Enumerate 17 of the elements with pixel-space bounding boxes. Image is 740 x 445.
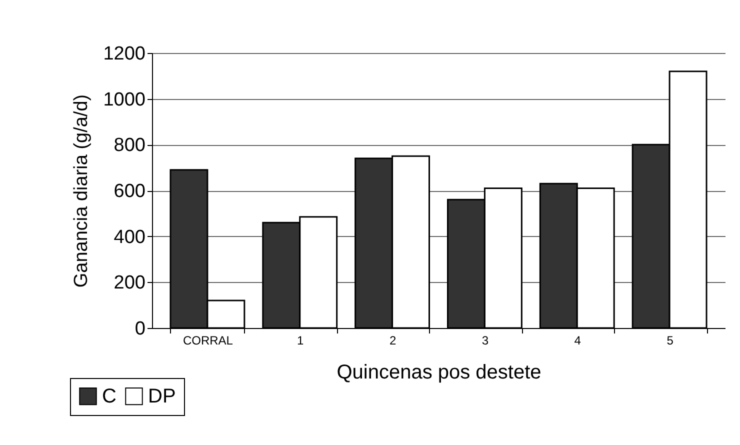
y-tick-label: 200 <box>114 272 146 294</box>
x-tick-label: 4 <box>574 334 582 348</box>
x-tick-label: CORRAL <box>182 334 234 348</box>
y-tick-label: 400 <box>114 226 146 248</box>
y-tick-label: 1000 <box>103 89 146 110</box>
y-axis-title: Ganancia diaria (g/a/d) <box>71 94 92 288</box>
y-tick-label: 600 <box>114 181 146 202</box>
x-tick-label: 2 <box>389 334 396 348</box>
x-tick-label: 3 <box>482 334 489 348</box>
legend-label: C <box>102 385 116 408</box>
y-tick-label: 1200 <box>103 44 146 64</box>
x-tick-label: 1 <box>297 334 304 348</box>
x-axis-title: Quincenas pos destete <box>336 362 542 384</box>
y-tick-label: 800 <box>114 135 146 156</box>
legend-label: DP <box>148 385 176 408</box>
y-tick-label: 0 <box>134 318 146 340</box>
x-tick-label: 5 <box>666 334 674 348</box>
